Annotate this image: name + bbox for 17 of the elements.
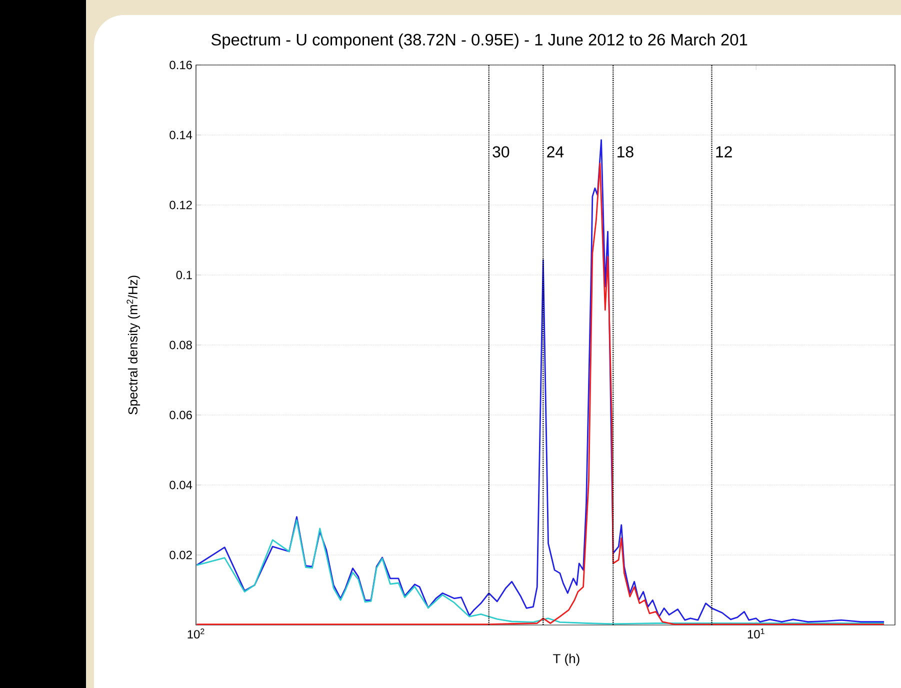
- x-tick-label: 10$^{1}$: [748, 628, 764, 638]
- y-tick-label: 0.06: [170, 410, 192, 420]
- y-axis-title: Spectral density (m$^{2}$/Hz): [126, 276, 140, 414]
- y-tick-label: 0.02: [170, 550, 192, 560]
- x-tick-label: 10$^{2}$: [188, 628, 204, 639]
- ref-line-label: 30: [492, 146, 510, 158]
- y-tick-label: 0.12: [170, 200, 192, 210]
- y-tick-label: 0.14: [170, 130, 192, 140]
- ref-line-label: 12: [716, 146, 732, 158]
- x-axis-title: T (h): [553, 654, 580, 666]
- y-tick-label: 0.04: [170, 480, 192, 490]
- y-tick-label: 0.16: [170, 60, 192, 70]
- y-tick-label: 0.1: [176, 270, 192, 280]
- chart-title: Spectrum - U component (38.72N - 0.95E) - 1 June 2012 to 26 March 201: [211, 33, 748, 49]
- ref-line-label: 18: [618, 146, 634, 158]
- ref-line-label: 24: [547, 146, 564, 158]
- y-tick-label: 0.08: [170, 340, 192, 350]
